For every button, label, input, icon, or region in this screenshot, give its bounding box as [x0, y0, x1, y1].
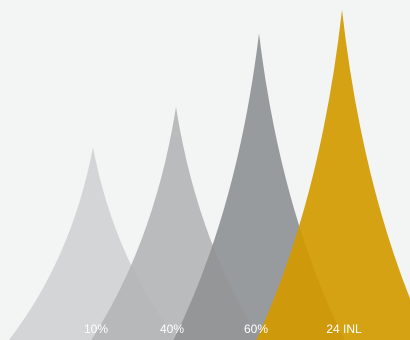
peak-label-2: 40% — [160, 322, 184, 336]
peak-label-3: 60% — [244, 322, 268, 336]
peak-4 — [256, 10, 410, 340]
peak-label-4: 24 INL — [326, 322, 362, 336]
peak-label-1: 10% — [84, 322, 108, 336]
